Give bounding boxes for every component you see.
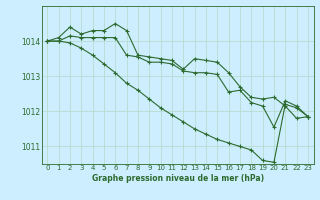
X-axis label: Graphe pression niveau de la mer (hPa): Graphe pression niveau de la mer (hPa) bbox=[92, 174, 264, 183]
